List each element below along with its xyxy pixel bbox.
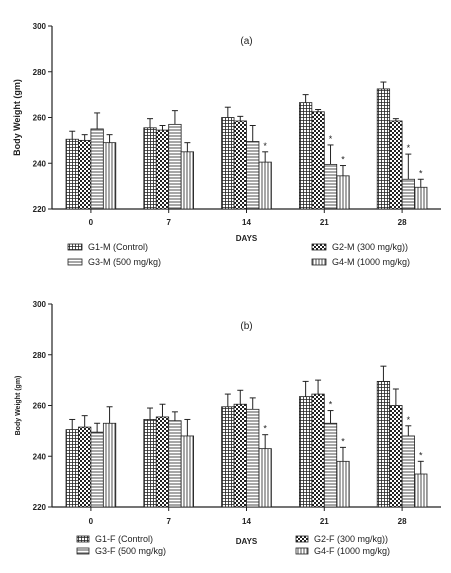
bar	[221, 117, 235, 210]
bar	[258, 161, 272, 210]
x-tick-label: 7	[166, 517, 171, 526]
legend-swatch	[67, 258, 83, 266]
x-tick-label: 0	[89, 218, 94, 227]
y-tick-label: 260	[33, 114, 47, 123]
legend-label: G1-F (Control)	[95, 534, 153, 544]
bar	[401, 178, 415, 210]
significance-marker: *	[263, 424, 267, 434]
significance-marker: *	[341, 436, 345, 446]
bar	[414, 473, 428, 508]
legend-label: G4-F (1000 mg/kg)	[314, 546, 390, 556]
bar	[389, 120, 403, 210]
bar	[389, 405, 403, 508]
bar	[311, 111, 325, 210]
significance-marker: *	[407, 143, 411, 153]
legend-swatch	[311, 258, 327, 266]
bar	[221, 406, 235, 508]
bar	[323, 422, 338, 508]
bar	[90, 128, 104, 210]
significance-marker: *	[407, 415, 411, 425]
legend-label: G3-M (500 mg/kg)	[88, 257, 161, 267]
panel-label: (b)	[240, 321, 252, 332]
y-axis-label: Body Weight (gm)	[15, 376, 22, 436]
bar	[102, 142, 117, 210]
bar	[90, 431, 104, 508]
legend-label: G1-M (Control)	[88, 242, 148, 252]
significance-marker: *	[419, 450, 423, 460]
bar	[78, 139, 92, 210]
x-tick-label: 28	[398, 517, 407, 526]
legend-label: G2-M (300 mg/kg))	[332, 242, 408, 252]
y-tick-label: 260	[33, 402, 47, 411]
y-tick-label: 220	[33, 205, 47, 214]
bar	[414, 186, 428, 210]
bar	[336, 175, 350, 210]
bar	[168, 420, 182, 508]
legend-swatch	[295, 547, 309, 555]
chart-b: 220 240 260 280 300 Body Weight (gm) (b) 0 7 14 21…	[15, 300, 441, 556]
bar	[233, 120, 247, 210]
y-tick-label: 280	[33, 351, 47, 360]
legend-swatch	[295, 535, 309, 543]
bar	[258, 448, 272, 508]
legend-swatch	[311, 243, 327, 251]
bar	[65, 138, 79, 210]
significance-marker: *	[341, 155, 345, 165]
x-tick-label: 21	[320, 517, 329, 526]
significance-marker: *	[329, 400, 333, 410]
bar	[65, 429, 79, 508]
x-tick-label: 14	[242, 517, 251, 526]
x-tick-label: 7	[166, 218, 171, 227]
x-axis-label: DAYS	[236, 537, 258, 546]
legend-label: G3-F (500 mg/kg)	[95, 546, 166, 556]
bar	[143, 127, 157, 210]
y-tick-label: 240	[33, 159, 47, 168]
bar	[376, 88, 391, 210]
bar	[311, 393, 325, 508]
y-tick-label: 300	[33, 22, 47, 31]
legend-swatch	[67, 243, 83, 251]
y-tick-label: 240	[33, 452, 47, 461]
significance-marker: *	[263, 141, 267, 151]
bar	[102, 422, 117, 508]
bar	[155, 129, 170, 210]
bar	[323, 163, 338, 210]
significance-marker: *	[329, 134, 333, 144]
significance-marker: *	[419, 168, 423, 178]
x-axis-label: DAYS	[236, 234, 258, 243]
bar	[246, 141, 260, 210]
bar	[180, 435, 194, 508]
y-tick-label: 220	[33, 503, 47, 512]
bar	[78, 426, 92, 508]
bar	[299, 396, 313, 508]
y-tick-label: 300	[33, 300, 47, 309]
bar	[233, 403, 247, 508]
x-tick-label: 28	[398, 218, 407, 227]
bar	[180, 151, 194, 210]
x-tick-label: 0	[89, 517, 94, 526]
x-tick-label: 14	[242, 218, 251, 227]
legend-label: G2-F (300 mg/kg))	[314, 534, 388, 544]
legend-swatch	[76, 547, 90, 555]
bar	[168, 123, 182, 210]
chart-a: 220 240 260 280 300 Body Weight (gm) (a) 0 7 14 21…	[12, 22, 441, 267]
bar	[299, 102, 313, 210]
panel-label: (a)	[240, 36, 252, 47]
bar	[401, 435, 415, 508]
bar	[155, 416, 170, 508]
bar	[336, 460, 350, 508]
bar	[376, 380, 391, 508]
legend-swatch	[76, 535, 90, 543]
legend-label: G4-M (1000 mg/kg)	[332, 257, 410, 267]
bar	[143, 419, 157, 508]
y-axis-label: Body Weight (gm)	[12, 79, 22, 156]
x-tick-label: 21	[320, 218, 329, 227]
bar	[246, 408, 260, 508]
y-tick-label: 280	[33, 68, 47, 77]
